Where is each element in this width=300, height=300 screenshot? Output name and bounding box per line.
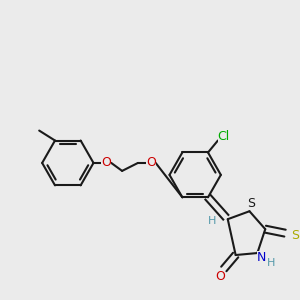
Text: O: O [146, 156, 156, 170]
Text: Cl: Cl [218, 130, 230, 143]
Text: H: H [208, 216, 216, 226]
Text: N: N [256, 250, 266, 263]
Text: O: O [101, 156, 111, 170]
Text: S: S [291, 229, 299, 242]
Text: O: O [215, 270, 225, 284]
Text: H: H [267, 258, 275, 268]
Text: S: S [248, 197, 255, 210]
